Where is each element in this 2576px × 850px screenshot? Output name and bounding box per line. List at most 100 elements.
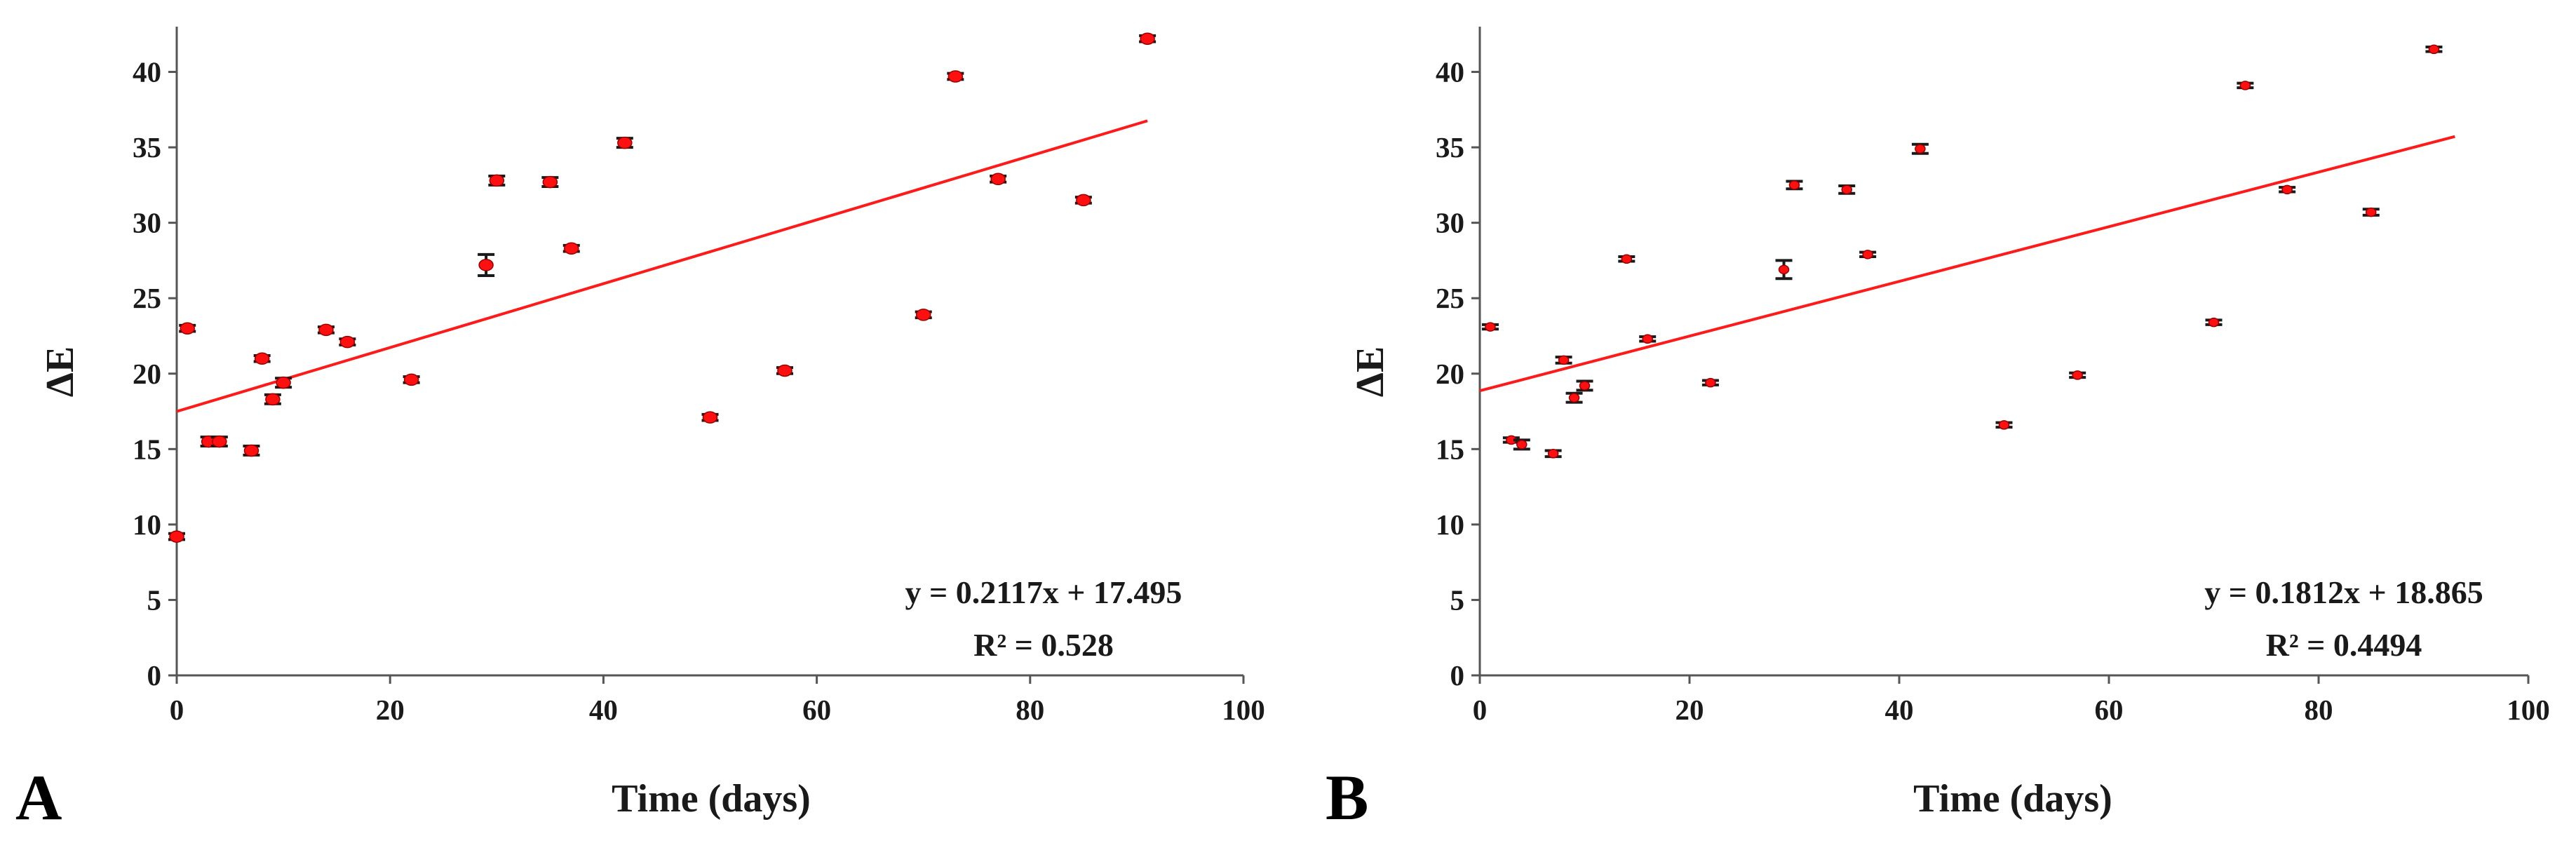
marker-b [1516, 440, 1528, 450]
marker-a [180, 322, 195, 335]
marker-b [2208, 317, 2220, 328]
data-point-b [1555, 355, 1572, 365]
y-tick-label-b: 10 [1436, 508, 1464, 541]
marker-b [2239, 81, 2251, 90]
marker-a [1140, 32, 1155, 45]
data-point-a [947, 70, 964, 83]
marker-b [2072, 370, 2083, 380]
marker-a [948, 70, 964, 83]
trendline-a [176, 119, 1148, 413]
marker-b [1485, 322, 1496, 332]
marker-b [1568, 393, 1580, 403]
y-tick-label-a: 15 [133, 433, 161, 465]
y-axis-title-b: ΔE [1349, 346, 1392, 397]
x-tick-label-b: 60 [2095, 694, 2124, 726]
marker-b [1547, 449, 1559, 459]
data-point-a [541, 175, 559, 189]
marker-b [1862, 250, 1873, 259]
y-tick-label-b: 0 [1450, 659, 1465, 692]
panel-label-b: B [1326, 762, 1368, 833]
data-point-a [339, 335, 356, 349]
y-tick-label-a: 30 [133, 207, 161, 239]
x-axis-title-b: Time (days) [1913, 777, 2112, 821]
marker-a [564, 242, 579, 255]
marker-a [403, 373, 419, 386]
marker-a [617, 136, 633, 149]
data-point-b [1639, 334, 1657, 344]
data-point-b [2069, 370, 2086, 380]
trendline-equation-b: y = 0.1812x + 18.865 [2204, 574, 2483, 610]
data-point-a [1139, 32, 1156, 45]
data-point-b [1513, 438, 1530, 451]
x-tick-label-b: 80 [2305, 694, 2333, 726]
data-point-a [488, 174, 506, 187]
marker-a [339, 335, 356, 349]
marker-a [318, 323, 334, 337]
data-point-a [478, 252, 495, 277]
trendline-b [1479, 135, 2455, 393]
x-tick-label-b: 0 [1473, 694, 1488, 726]
x-tick-label-b: 40 [1885, 694, 1914, 726]
data-point-a [179, 322, 196, 335]
marker-a [1076, 194, 1091, 207]
marker-a [478, 259, 494, 271]
data-point-b [1576, 379, 1593, 392]
data-point-a [210, 435, 228, 448]
data-point-a [403, 373, 420, 386]
data-point-a [1074, 194, 1092, 207]
y-tick-label-a: 10 [133, 508, 161, 541]
marker-a [542, 175, 558, 189]
data-point-b [1502, 435, 1520, 445]
data-point-b [1565, 391, 1583, 404]
y-tick-label-b: 15 [1436, 433, 1464, 465]
data-point-b [1618, 254, 1636, 264]
y-tick-label-a: 5 [147, 583, 162, 616]
y-tick-label-a: 25 [133, 282, 161, 314]
data-point-b [2425, 44, 2443, 55]
data-point-b [1481, 322, 1499, 332]
marker-b [1705, 377, 1716, 388]
r-squared-b: R² = 0.4494 [2266, 627, 2422, 663]
marker-a [702, 411, 718, 424]
data-point-a [317, 323, 335, 337]
chart-panel-b: B ΔE Time (days) y = 0.1812x + 18.865 R²… [1326, 27, 2550, 833]
marker-a [915, 309, 931, 321]
data-point-b [1544, 449, 1562, 459]
marker-a [276, 376, 291, 389]
data-point-a [776, 364, 793, 377]
marker-b [1579, 381, 1591, 391]
data-point-b [1701, 377, 1719, 388]
data-point-b [1838, 184, 1856, 195]
x-tick-label-a: 60 [802, 694, 831, 726]
marker-b [1778, 264, 1790, 275]
y-tick-label-b: 20 [1436, 358, 1464, 390]
marker-b [1788, 180, 1800, 190]
data-point-b [2362, 207, 2380, 217]
trendline-equation-a: y = 0.2117x + 17.495 [905, 574, 1182, 610]
data-point-b [2237, 81, 2254, 90]
x-tick-label-a: 0 [170, 694, 184, 726]
data-point-a [168, 530, 185, 543]
y-tick-label-b: 5 [1450, 583, 1465, 616]
marker-a [265, 393, 281, 406]
marker-b [1642, 334, 1653, 344]
y-tick-label-a: 20 [133, 358, 161, 390]
data-point-a [616, 136, 633, 149]
y-tick-label-a: 0 [147, 659, 162, 692]
data-point-b [2205, 317, 2223, 328]
y-tick-label-a: 35 [133, 131, 161, 163]
marker-a [212, 435, 227, 448]
y-tick-label-b: 40 [1436, 56, 1464, 88]
y-tick-label-a: 40 [133, 56, 161, 88]
marker-a [777, 364, 793, 377]
data-point-a [264, 393, 281, 406]
marker-a [254, 352, 270, 365]
r-squared-a: R² = 0.528 [973, 627, 1114, 663]
marker-b [1558, 355, 1570, 365]
data-point-b [1995, 420, 2013, 430]
marker-b [1915, 144, 1926, 154]
marker-b [2281, 184, 2293, 195]
panel-label-a: A [15, 762, 62, 833]
data-point-b [1859, 250, 1877, 259]
